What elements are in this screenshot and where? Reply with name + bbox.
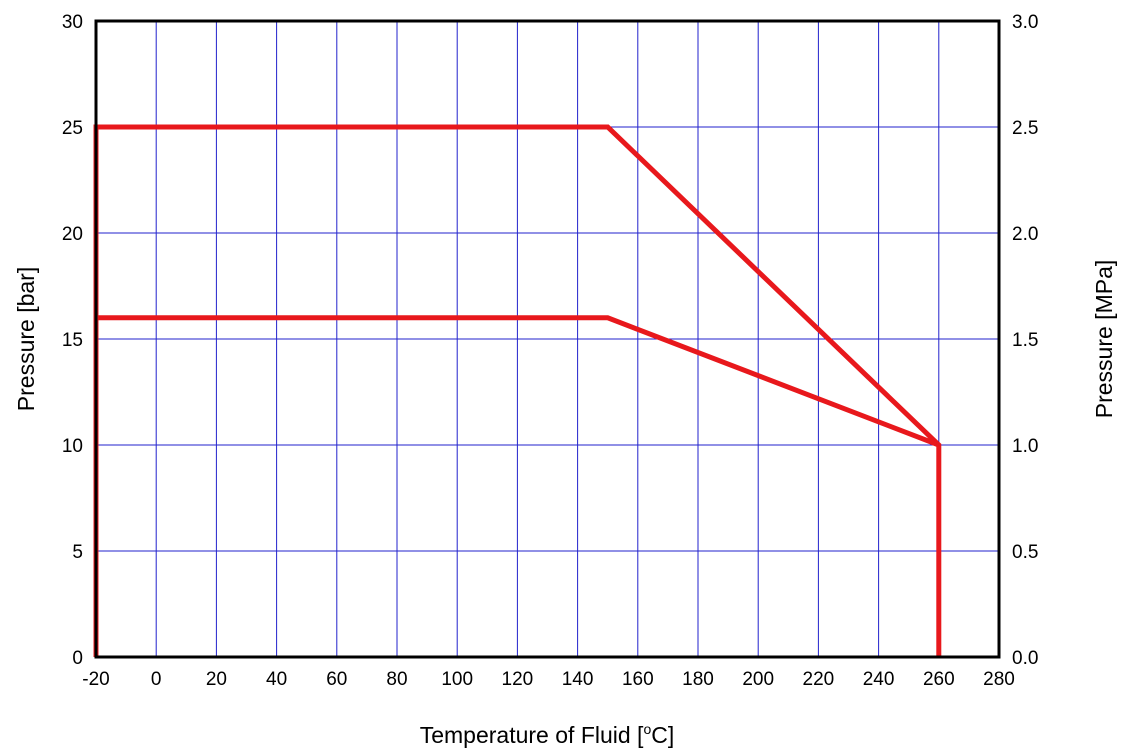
x-axis-label: Temperature of Fluid [oC] xyxy=(420,721,675,748)
x-tick-label: 100 xyxy=(441,669,473,690)
y-axis-label: Pressure [bar] xyxy=(13,267,39,411)
y-tick-label: 10 xyxy=(62,436,83,457)
grid xyxy=(96,21,999,657)
y2-axis-label: Pressure [MPa] xyxy=(1091,260,1117,419)
x-tick-label: 160 xyxy=(622,669,654,690)
x-tick-label: 40 xyxy=(266,669,287,690)
x-tick-label: 140 xyxy=(562,669,594,690)
x-tick-label: 20 xyxy=(206,669,227,690)
y2-tick-label: 2.0 xyxy=(1012,224,1038,245)
x-tick-label: 60 xyxy=(326,669,347,690)
x-tick-label: 240 xyxy=(863,669,895,690)
y2-tick-label: 0.0 xyxy=(1012,648,1038,669)
y2-tick-label: 1.0 xyxy=(1012,436,1038,457)
x-tick-label: 220 xyxy=(803,669,835,690)
y-tick-labels: 0 5 10 15 20 25 30 xyxy=(62,12,83,669)
y-tick-label: 30 xyxy=(62,12,83,33)
y2-tick-label: 2.5 xyxy=(1012,118,1038,139)
x-tick-label: 0 xyxy=(151,669,162,690)
y-tick-label: 5 xyxy=(72,542,83,563)
y2-tick-labels: 0.0 0.5 1.0 1.5 2.0 2.5 3.0 xyxy=(1012,12,1038,669)
y2-tick-label: 0.5 xyxy=(1012,542,1038,563)
x-tick-label: 260 xyxy=(923,669,955,690)
plot-frame xyxy=(94,19,1001,659)
x-tick-label: 180 xyxy=(682,669,714,690)
y-tick-label: 20 xyxy=(62,224,83,245)
x-tick-label: 120 xyxy=(502,669,534,690)
x-tick-label: 80 xyxy=(386,669,407,690)
x-tick-label: 200 xyxy=(742,669,774,690)
y2-tick-label: 1.5 xyxy=(1012,330,1038,351)
x-tick-labels: -20 0 20 40 60 80 100 120 140 160 180 200 220 240 260 2… xyxy=(82,669,1015,690)
y-tick-label: 0 xyxy=(72,648,83,669)
y2-tick-label: 3.0 xyxy=(1012,12,1038,33)
y-tick-label: 25 xyxy=(62,118,83,139)
x-tick-label: -20 xyxy=(82,669,109,690)
y-tick-label: 15 xyxy=(62,330,83,351)
x-tick-label: 280 xyxy=(983,669,1015,690)
series-line-2 xyxy=(96,315,940,448)
